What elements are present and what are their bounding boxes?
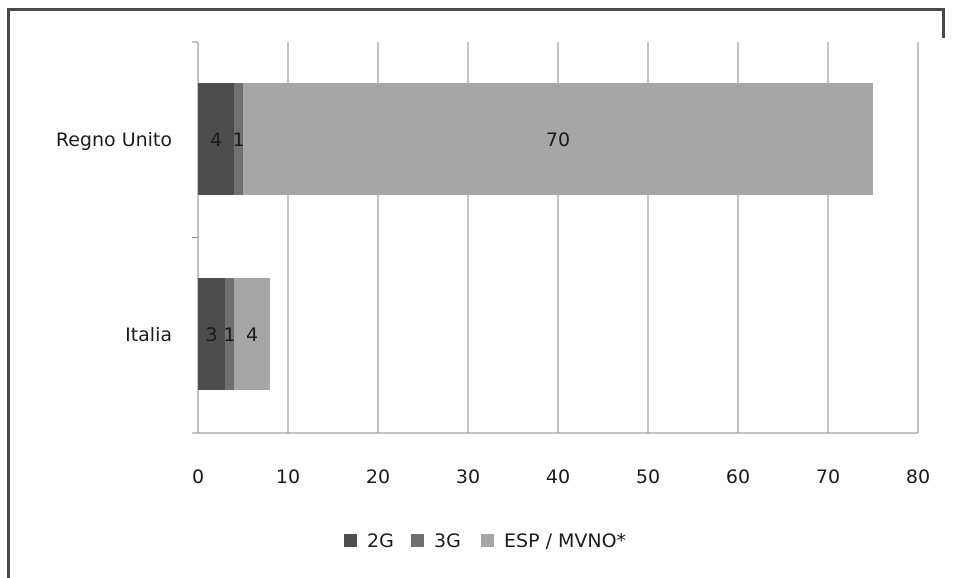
data-label: 4 bbox=[246, 324, 258, 346]
x-tick-label: 50 bbox=[636, 466, 660, 488]
bar-segment bbox=[234, 83, 243, 195]
legend-swatch bbox=[481, 534, 494, 547]
data-label: 4 bbox=[210, 129, 222, 151]
bar-segment bbox=[234, 278, 270, 390]
chart-frame bbox=[7, 8, 945, 578]
x-tick-label: 10 bbox=[276, 466, 300, 488]
x-tick-label: 60 bbox=[726, 466, 750, 488]
data-label: 3 bbox=[205, 324, 217, 346]
legend-label: 3G bbox=[434, 530, 461, 552]
x-tick-label: 20 bbox=[366, 466, 390, 488]
bar-segment bbox=[198, 83, 234, 195]
legend-label: ESP / MVNO* bbox=[504, 530, 626, 552]
category-label: Italia bbox=[125, 324, 172, 346]
data-label: 70 bbox=[546, 129, 570, 151]
x-tick-label: 70 bbox=[816, 466, 840, 488]
frame-edge bbox=[942, 8, 945, 38]
data-label: 1 bbox=[223, 324, 235, 346]
legend-swatch bbox=[344, 534, 357, 547]
data-label: 1 bbox=[232, 129, 244, 151]
bar-segment bbox=[243, 83, 873, 195]
x-tick-label: 30 bbox=[456, 466, 480, 488]
legend-swatch bbox=[411, 534, 424, 547]
x-tick-label: 0 bbox=[192, 466, 204, 488]
bar-segment bbox=[198, 278, 225, 390]
x-tick-label: 80 bbox=[906, 466, 930, 488]
x-tick-label: 40 bbox=[546, 466, 570, 488]
legend-label: 2G bbox=[367, 530, 394, 552]
bar-segment bbox=[225, 278, 234, 390]
category-label: Regno Unito bbox=[56, 129, 172, 151]
